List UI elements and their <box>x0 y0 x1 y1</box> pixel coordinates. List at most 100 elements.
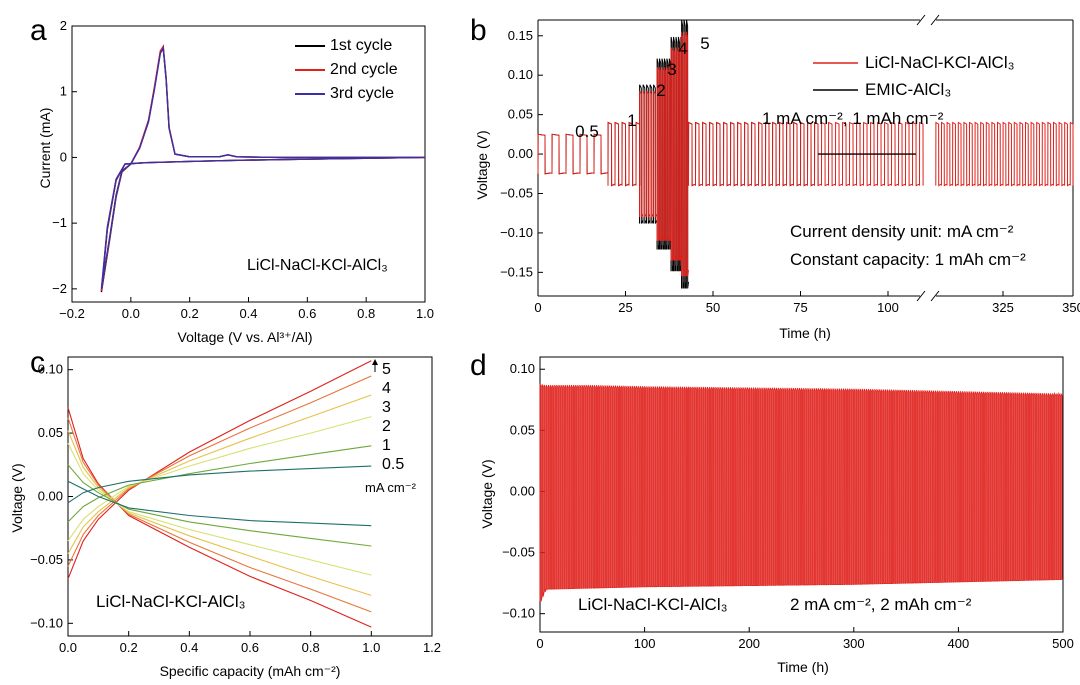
panel-c-discharge-curve <box>67 480 372 527</box>
panel-b-xtick-label: 50 <box>706 300 720 315</box>
panel-b-xtick-label: 350 <box>1062 300 1080 315</box>
panel-b-break-mark <box>930 14 940 26</box>
panel-c-charge-curve <box>67 416 372 542</box>
panel-a-ytick-label: −2 <box>52 281 67 296</box>
panel-d-ytick-label: −0.05 <box>502 545 535 560</box>
panel-b-rate-label: 3 <box>667 60 676 79</box>
panel-d-xtick-label: 300 <box>843 636 865 651</box>
panel-b-rate-label: 0.5 <box>575 122 599 141</box>
panel-c-ytick-label: −0.10 <box>30 615 63 630</box>
panel-d-xlabel: Time (h) <box>777 659 829 675</box>
panel-b-break-mark <box>916 290 926 302</box>
panel-a-ytick-label: 1 <box>60 84 67 99</box>
panel-b-xlabel: Time (h) <box>779 325 831 341</box>
panel-c-ytick-label: 0.05 <box>38 425 63 440</box>
panel-b-ytick-label: −0.10 <box>500 225 533 240</box>
panel-b-legend-label: EMIC-AlCl₃ <box>865 80 951 99</box>
panel-c-ytick-label: 0.10 <box>38 362 63 377</box>
panel-a-series-3 <box>100 45 426 290</box>
panel-a-plot: −0.2 0.0 0.2 0.4 0.6 0.8 1.0 −2 −1 0 1 2 1st cycle 2n… <box>52 18 434 321</box>
panel-c-rate-label: 0.5 <box>382 456 404 473</box>
panel-a-ytick-label: −1 <box>52 215 67 230</box>
panel-b-licl-wave <box>670 47 683 261</box>
panel-b-emic-wave <box>639 84 658 224</box>
panel-d-ytick-label: 0.05 <box>510 422 535 437</box>
panel-b-emic-wave <box>607 121 641 187</box>
panel-c-plot: 0.0 0.2 0.4 0.6 0.8 1.0 1.2 −0.10 −0.05 0.00 0.05 0… <box>30 356 441 655</box>
panel-a-annotation: LiCl-NaCl-KCl-AlCl₃ <box>247 257 388 274</box>
panel-c-xtick-label: 0.2 <box>120 640 138 655</box>
panel-a-ytick-label: 2 <box>60 18 67 33</box>
panel-d-ytick-label: 0.00 <box>510 483 535 498</box>
panel-c-xtick-label: 0.6 <box>241 640 259 655</box>
panel-b-note1: Current density unit: mA cm⁻² <box>790 222 1014 241</box>
panel-b-ylabel: Voltage (V) <box>474 130 490 199</box>
panel-c-charge-curve <box>67 445 372 523</box>
panel-c-xtick-label: 0.4 <box>180 640 198 655</box>
panel-c-discharge-curve <box>67 407 372 628</box>
panel-b-ytick-label: 0.15 <box>508 28 533 43</box>
panel-c-xtick-label: 0.0 <box>59 640 77 655</box>
panel-b-rate-label: 2 <box>656 81 665 100</box>
panel-d-xtick-label: 400 <box>948 636 970 651</box>
panel-d-ytick-label: −0.10 <box>502 606 535 621</box>
panel-a-ylabel: Current (mA) <box>37 108 53 189</box>
panel-c-xlabel: Specific capacity (mAh cm⁻²) <box>160 663 341 679</box>
panel-d-ylabel: Voltage (V) <box>479 459 495 528</box>
panel-a-xtick-label: 0.6 <box>298 306 316 321</box>
panel-d-plot: 0 100 200 300 400 500 −0.10 −0.05 0.00 0.05 0.10 <box>502 356 1074 651</box>
panel-b-letter: b <box>470 14 487 47</box>
panel-b-licl-wave <box>537 133 609 175</box>
panel-a-xtick-label: 1.0 <box>416 306 434 321</box>
panel-b-legend-label: LiCl-NaCl-KCl-AlCl₃ <box>865 53 1015 72</box>
panel-b-emic-wave <box>656 58 672 250</box>
panel-a-xlabel: Voltage (V vs. Al³⁺/Al) <box>178 329 313 345</box>
panel-b-ytick-label: −0.05 <box>500 185 533 200</box>
panel-a-xtick-label: 0.2 <box>181 306 199 321</box>
panel-d-series <box>539 383 1064 602</box>
panel-b-rate-label: 1 <box>627 111 636 130</box>
panel-c-rate-label: 2 <box>382 418 391 435</box>
panel-d-xtick-label: 500 <box>1052 636 1074 651</box>
panel-c-charge-curve <box>67 465 372 504</box>
panel-b-licl-wave <box>681 31 689 277</box>
panel-d-annotation: LiCl-NaCl-KCl-AlCl₃ <box>578 595 728 614</box>
panel-c-discharge-curve <box>67 442 372 576</box>
panel-b-licl-wave <box>656 67 672 241</box>
panel-a-series-1 <box>100 44 426 293</box>
panel-b-ytick-label: 0.05 <box>508 107 533 122</box>
panel-c-rate-label: 5 <box>382 361 391 378</box>
panel-b-break-mark <box>930 290 940 302</box>
panel-a-xtick-label: 0.4 <box>239 306 257 321</box>
panel-c-rate-label: 4 <box>382 380 391 397</box>
panel-a-xtick-label: 0.8 <box>357 306 375 321</box>
panel-c-charge-curve <box>67 394 372 554</box>
panel-d-xtick-label: 0 <box>536 636 543 651</box>
panel-a-legend-label: 3rd cycle <box>330 85 394 102</box>
panel-c-xtick-label: 0.8 <box>302 640 320 655</box>
panel-b-emic-wave <box>670 36 683 272</box>
panel-c-arrow-head <box>372 359 378 365</box>
panel-b-licl-wave <box>688 121 924 187</box>
panel-a-legend-label: 1st cycle <box>330 37 392 54</box>
panel-b-xtick-label: 325 <box>992 300 1014 315</box>
panel-c-letter: c <box>30 346 45 379</box>
panel-a-ytick-label: 0 <box>60 149 67 164</box>
panel-d-ytick-label: 0.10 <box>510 361 535 376</box>
panel-b-licl-wave <box>639 90 658 218</box>
panel-b-note2: Constant capacity: 1 mAh cm⁻² <box>790 250 1026 269</box>
panel-c-charge-curve <box>67 360 372 580</box>
panel-a-xtick-label: 0.0 <box>122 306 140 321</box>
panel-c-unit: mA cm⁻² <box>365 480 417 495</box>
panel-a-letter: a <box>30 14 47 47</box>
panel-b-condition: 1 mA cm⁻², 1 mAh cm⁻² <box>762 109 944 128</box>
panel-c-annotation: LiCl-NaCl-KCl-AlCl₃ <box>96 592 246 611</box>
panel-c-charge-curve <box>67 375 372 567</box>
panel-a-series-2 <box>100 44 426 291</box>
panel-c-rate-label: 3 <box>382 399 391 416</box>
panel-c-xtick-label: 1.0 <box>362 640 380 655</box>
panel-c-rate-label: 1 <box>382 437 391 454</box>
panel-d-letter: d <box>470 349 487 382</box>
panel-c-discharge-curve <box>67 464 372 547</box>
